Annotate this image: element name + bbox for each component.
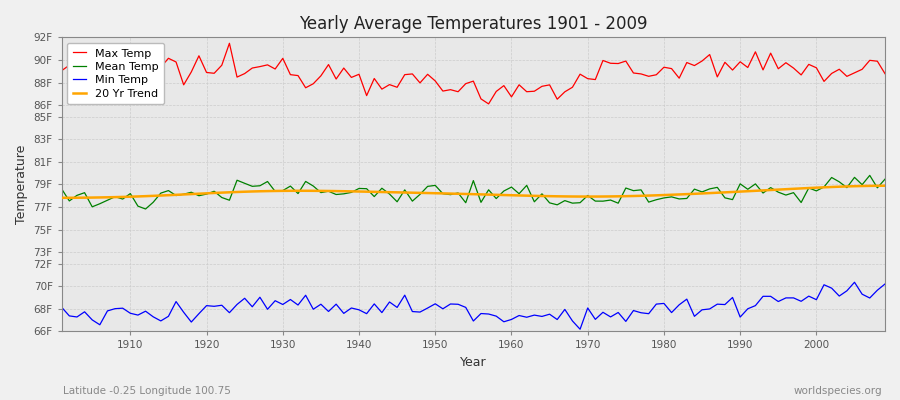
- Text: Latitude -0.25 Longitude 100.75: Latitude -0.25 Longitude 100.75: [63, 386, 231, 396]
- 20 Yr Trend: [598, 194, 608, 199]
- Y-axis label: Temperature: Temperature: [15, 145, 28, 224]
- 20 Yr Trend: [285, 188, 296, 193]
- Max Temp: [879, 71, 890, 76]
- Min Temp: [499, 319, 509, 324]
- 20 Yr Trend: [117, 194, 128, 199]
- Max Temp: [521, 89, 532, 94]
- 20 Yr Trend: [506, 193, 517, 198]
- Line: 20 Yr Trend: 20 Yr Trend: [62, 186, 885, 198]
- Min Temp: [575, 327, 586, 332]
- Min Temp: [285, 297, 296, 302]
- Mean Temp: [338, 192, 349, 196]
- Text: worldspecies.org: worldspecies.org: [794, 386, 882, 396]
- Mean Temp: [879, 177, 890, 182]
- X-axis label: Year: Year: [460, 356, 487, 369]
- Min Temp: [506, 317, 517, 322]
- Max Temp: [514, 82, 525, 87]
- Title: Yearly Average Temperatures 1901 - 2009: Yearly Average Temperatures 1901 - 2009: [299, 15, 648, 33]
- Mean Temp: [864, 173, 875, 178]
- 20 Yr Trend: [330, 189, 341, 194]
- Min Temp: [849, 280, 859, 285]
- Max Temp: [224, 41, 235, 46]
- 20 Yr Trend: [499, 193, 509, 198]
- Line: Min Temp: Min Temp: [62, 282, 885, 329]
- Mean Temp: [57, 187, 68, 192]
- Max Temp: [292, 73, 303, 78]
- 20 Yr Trend: [879, 183, 890, 188]
- Min Temp: [605, 314, 616, 319]
- Min Temp: [330, 302, 341, 306]
- Mean Temp: [506, 185, 517, 190]
- Min Temp: [879, 282, 890, 286]
- Mean Temp: [140, 206, 151, 211]
- Max Temp: [57, 68, 68, 73]
- Legend: Max Temp, Mean Temp, Min Temp, 20 Yr Trend: Max Temp, Mean Temp, Min Temp, 20 Yr Tre…: [68, 43, 164, 104]
- Max Temp: [613, 61, 624, 66]
- Mean Temp: [605, 198, 616, 202]
- Max Temp: [338, 66, 349, 70]
- Line: Mean Temp: Mean Temp: [62, 175, 885, 209]
- Mean Temp: [117, 197, 128, 202]
- Mean Temp: [514, 191, 525, 196]
- Min Temp: [117, 306, 128, 310]
- Max Temp: [483, 102, 494, 106]
- Line: Max Temp: Max Temp: [62, 43, 885, 104]
- 20 Yr Trend: [57, 196, 68, 200]
- Mean Temp: [292, 191, 303, 196]
- Min Temp: [57, 305, 68, 310]
- Max Temp: [117, 60, 128, 65]
